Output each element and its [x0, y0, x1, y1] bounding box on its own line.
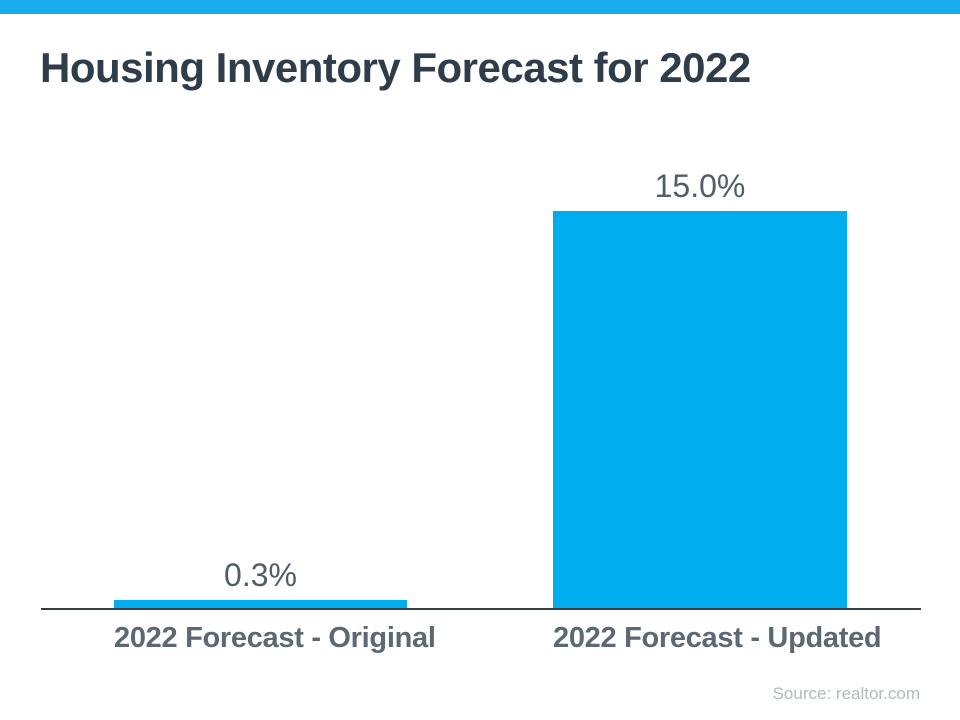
bar-updated [553, 211, 847, 608]
source-attribution: Source: realtor.com [772, 684, 920, 703]
x-axis-line [41, 608, 921, 610]
category-label-original: 2022 Forecast - Original [114, 622, 436, 654]
bar-value-label-updated: 15.0% [654, 168, 746, 204]
bar-group-updated: 15.0% [553, 170, 847, 608]
bar-original [114, 600, 407, 608]
brand-accent-strip [0, 0, 960, 14]
bar-group-original: 0.3% [114, 559, 407, 608]
bar-value-label-original: 0.3% [224, 557, 297, 593]
chart-title: Housing Inventory Forecast for 2022 [40, 44, 751, 91]
category-label-updated: 2022 Forecast - Updated [553, 622, 882, 654]
